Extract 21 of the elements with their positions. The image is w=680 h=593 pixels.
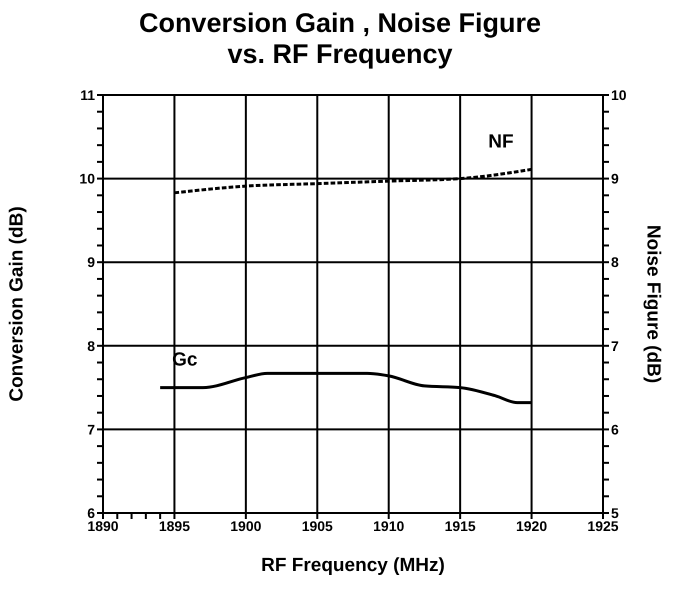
x-tick-label: 1905 xyxy=(302,518,334,534)
y2-tick-label: 9 xyxy=(611,170,619,187)
y2-tick-label: 6 xyxy=(611,421,619,438)
x-tick-label: 1900 xyxy=(230,518,262,534)
chart-title: Conversion Gain , Noise Figure vs. RF Frequency xyxy=(138,8,542,70)
series-label: NF xyxy=(488,131,514,152)
y2-axis-title: Noise Figure (dB) xyxy=(642,224,664,384)
x-tick-label: 1915 xyxy=(444,518,476,534)
y-tick-label: 11 xyxy=(80,86,96,103)
x-tick-label: 1895 xyxy=(158,518,190,534)
y2-tick-label: 10 xyxy=(611,86,627,103)
x-tick-label: 1920 xyxy=(516,518,548,534)
y-tick-label: 8 xyxy=(87,338,96,354)
y2-tick-label: 7 xyxy=(611,338,619,354)
x-tick-label: 1910 xyxy=(373,518,404,534)
y-tick-label: 7 xyxy=(87,421,96,438)
y-tick-label: 9 xyxy=(87,254,96,270)
y2-tick-label: 8 xyxy=(611,254,619,270)
y-tick-label: 10 xyxy=(79,170,96,187)
x-axis-title: RF Frequency (MHz) xyxy=(261,555,445,576)
y-axis-title: Conversion Gain (dB) xyxy=(6,206,28,402)
